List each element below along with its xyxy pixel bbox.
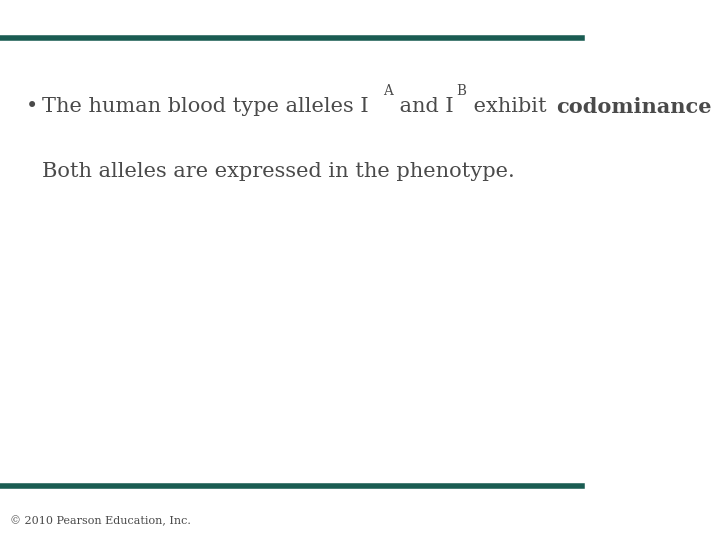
Text: exhibit: exhibit <box>467 97 553 116</box>
Text: :: : <box>719 97 720 116</box>
Text: Both alleles are expressed in the phenotype.: Both alleles are expressed in the phenot… <box>42 162 516 181</box>
Text: A: A <box>383 84 392 98</box>
Text: B: B <box>456 84 466 98</box>
Text: and I: and I <box>393 97 454 116</box>
Text: The human blood type alleles I: The human blood type alleles I <box>42 97 369 116</box>
Text: © 2010 Pearson Education, Inc.: © 2010 Pearson Education, Inc. <box>11 516 192 526</box>
Text: •: • <box>26 97 38 116</box>
Text: codominance: codominance <box>557 97 712 117</box>
